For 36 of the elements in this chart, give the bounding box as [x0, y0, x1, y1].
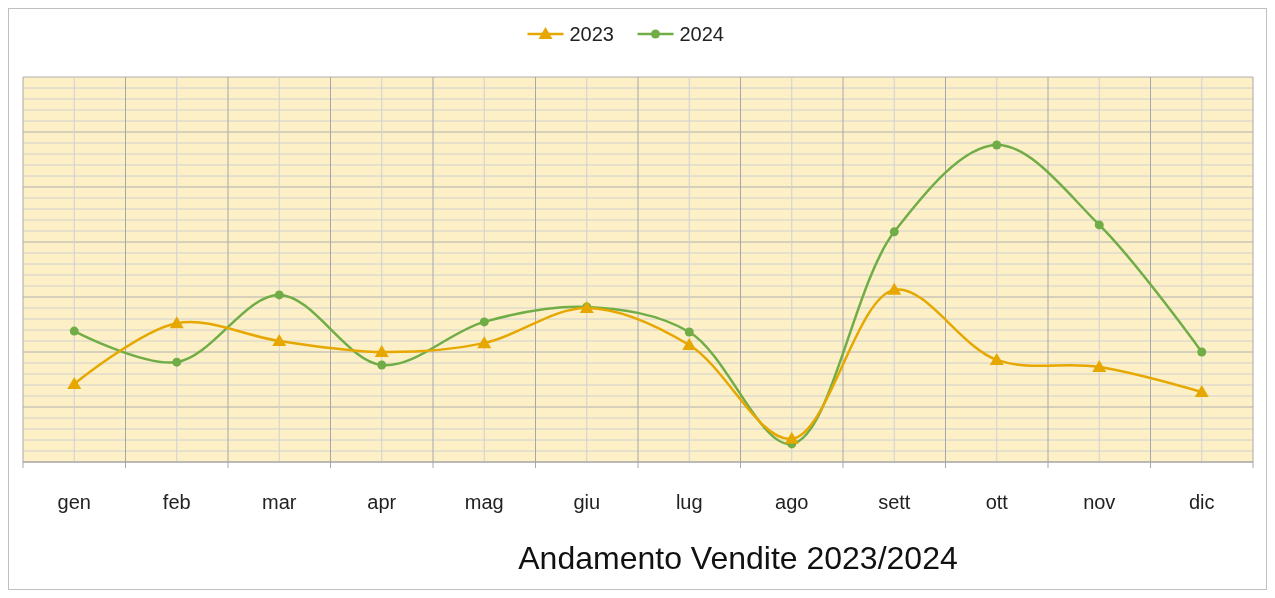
x-tick-label: giu [573, 491, 601, 513]
x-tick-label: ago [775, 491, 809, 513]
point [67, 377, 82, 390]
point [784, 431, 799, 444]
x-tick-label: mag [464, 491, 504, 513]
x-tick-label: lug [675, 491, 703, 513]
point [172, 357, 182, 367]
point [1092, 359, 1107, 372]
point [684, 327, 694, 337]
x-tick-label: nov [1083, 491, 1116, 513]
x-tick-label: sett [878, 491, 911, 513]
text: Andamento Vendite 2023/2024 [518, 540, 958, 576]
legend-label: 2024 [679, 23, 724, 45]
point [274, 290, 284, 300]
x-tick-label: ott [985, 491, 1009, 513]
point [374, 345, 389, 357]
x-tick-label: mar [262, 491, 297, 513]
x-tick-label: gen [57, 491, 91, 513]
point [169, 316, 184, 329]
point [479, 317, 489, 327]
point [477, 336, 492, 349]
point [682, 338, 697, 351]
point [1094, 220, 1104, 230]
x-tick-label: apr [367, 491, 397, 513]
point [887, 282, 902, 295]
x-tick-label: feb [162, 491, 191, 513]
point [377, 360, 387, 370]
point [1197, 347, 1207, 357]
point [889, 227, 899, 237]
point [1194, 384, 1209, 397]
x-tick-label: dic [1188, 491, 1215, 513]
point [69, 326, 79, 336]
point [992, 140, 1002, 150]
legend-label: 2023 [569, 23, 614, 45]
point [272, 333, 287, 346]
point [989, 352, 1004, 365]
